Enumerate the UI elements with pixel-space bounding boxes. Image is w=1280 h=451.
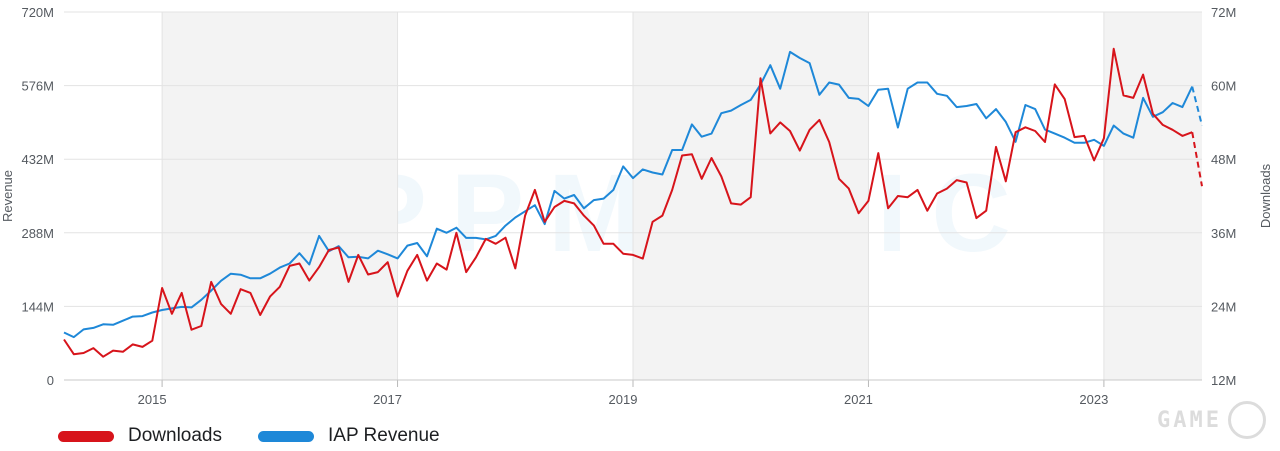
legend-label-downloads: Downloads bbox=[128, 425, 222, 446]
y-right-tick-label: 12M bbox=[1211, 373, 1236, 388]
y-right-axis-title: Downloads bbox=[1258, 163, 1273, 228]
legend-item-downloads[interactable]: Downloads bbox=[58, 425, 222, 447]
downloads-forecast-line bbox=[1191, 132, 1203, 187]
x-tick-label: 2015 bbox=[138, 392, 167, 407]
y-left-tick-label: 432M bbox=[21, 152, 54, 167]
downloads-line bbox=[63, 47, 1193, 358]
y-left-axis-title: Revenue bbox=[0, 170, 15, 222]
series-layer bbox=[63, 47, 1203, 358]
iap-revenue-forecast-line bbox=[1191, 86, 1203, 126]
legend: Downloads IAP Revenue bbox=[58, 425, 440, 447]
shaded-bands bbox=[162, 12, 1202, 380]
iap-revenue-line bbox=[63, 50, 1194, 339]
y-right-tick-label: 60M bbox=[1211, 79, 1236, 94]
downloads-swatch bbox=[58, 430, 114, 442]
iap-revenue-swatch bbox=[258, 430, 314, 442]
y-left-tick-label: 288M bbox=[21, 226, 54, 241]
axes: 0 144M 288M 432M 576M 720M 12M 24M 36M 48M 60M 72M 2… bbox=[0, 5, 1273, 407]
x-tick-label: 2023 bbox=[1079, 392, 1108, 407]
y-left-tick-label: 720M bbox=[21, 5, 54, 20]
logo-text: GAME bbox=[1157, 407, 1222, 433]
line-chart: 0 144M 288M 432M 576M 720M 12M 24M 36M 48M 60M 72M 2… bbox=[0, 5, 1273, 407]
y-left-tick-label: 576M bbox=[21, 79, 54, 94]
grid-lines bbox=[64, 11, 1202, 387]
game-logo: GAME bbox=[1157, 401, 1266, 439]
x-tick-label: 2017 bbox=[373, 392, 402, 407]
x-tick-label: 2021 bbox=[844, 392, 873, 407]
legend-item-iap-revenue[interactable]: IAP Revenue bbox=[258, 425, 440, 447]
logo-icon bbox=[1228, 401, 1266, 439]
shaded-band-2 bbox=[1103, 12, 1202, 380]
y-left-tick-label: 144M bbox=[21, 299, 54, 314]
x-tick-label: 2019 bbox=[609, 392, 638, 407]
legend-label-iap-revenue: IAP Revenue bbox=[328, 425, 440, 446]
y-right-tick-label: 72M bbox=[1211, 5, 1236, 20]
y-right-tick-label: 36M bbox=[1211, 226, 1236, 241]
y-left-tick-label: 0 bbox=[47, 373, 54, 388]
y-right-tick-label: 48M bbox=[1211, 152, 1236, 167]
y-right-tick-label: 24M bbox=[1211, 299, 1236, 314]
shaded-band-0 bbox=[162, 12, 398, 380]
